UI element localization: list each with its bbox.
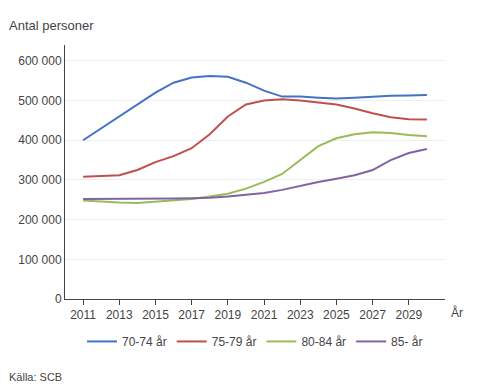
svg-text:85- år: 85- år	[391, 335, 422, 349]
svg-text:500 000: 500 000	[18, 94, 62, 108]
svg-text:600 000: 600 000	[18, 54, 62, 68]
svg-text:75-79 år: 75-79 år	[212, 335, 257, 349]
svg-text:Källa: SCB: Källa: SCB	[9, 371, 62, 383]
svg-text:2015: 2015	[142, 308, 169, 322]
svg-text:Antal personer: Antal personer	[9, 18, 94, 33]
svg-text:100 000: 100 000	[18, 253, 62, 267]
svg-text:2027: 2027	[359, 308, 386, 322]
svg-text:År: År	[451, 305, 463, 320]
svg-text:2017: 2017	[178, 308, 205, 322]
svg-text:400 000: 400 000	[18, 133, 62, 147]
svg-text:300 000: 300 000	[18, 173, 62, 187]
svg-text:2023: 2023	[287, 308, 314, 322]
svg-text:2025: 2025	[323, 308, 350, 322]
svg-text:2013: 2013	[106, 308, 133, 322]
svg-text:70-74 år: 70-74 år	[122, 335, 167, 349]
svg-text:2029: 2029	[395, 308, 422, 322]
svg-text:2011: 2011	[70, 308, 96, 322]
svg-text:200 000: 200 000	[18, 213, 62, 227]
svg-text:80-84 år: 80-84 år	[301, 335, 346, 349]
svg-text:0: 0	[55, 292, 62, 306]
svg-text:2019: 2019	[215, 308, 242, 322]
svg-text:2021: 2021	[251, 308, 278, 322]
